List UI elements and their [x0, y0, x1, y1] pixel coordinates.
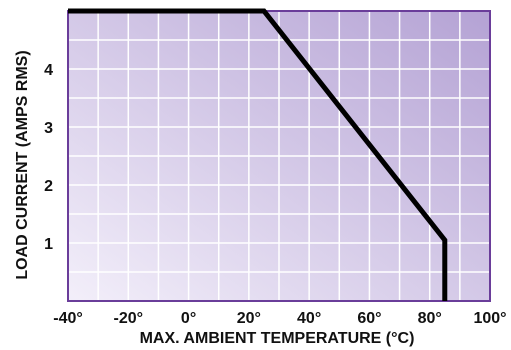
y-tick-label: 1 [44, 236, 53, 253]
y-tick-labels: 1 2 3 4 [44, 62, 53, 253]
x-tick-label: 40° [297, 310, 321, 327]
x-tick-label: 20° [237, 310, 261, 327]
x-tick-label: 80° [418, 310, 442, 327]
y-tick-label: 4 [44, 62, 53, 79]
grid-lines [68, 11, 490, 301]
x-tick-label: -40° [53, 310, 83, 327]
x-tick-labels: -40° -20° 0° 20° 40° 60° 80° 100° [53, 310, 506, 327]
plot-frame [67, 10, 491, 302]
series-line [68, 8, 448, 301]
x-tick-label: 60° [357, 310, 381, 327]
x-tick-label: 100° [473, 310, 506, 327]
y-axis-label: LOAD CURRENT (AMPS RMS) [14, 50, 31, 279]
x-tick-label: -20° [114, 310, 144, 327]
y-tick-label: 2 [44, 178, 53, 195]
x-tick-label: 0° [181, 310, 196, 327]
x-axis-label: MAX. AMBIENT TEMPERATURE (°C) [140, 330, 415, 347]
y-tick-label: 3 [44, 120, 53, 137]
